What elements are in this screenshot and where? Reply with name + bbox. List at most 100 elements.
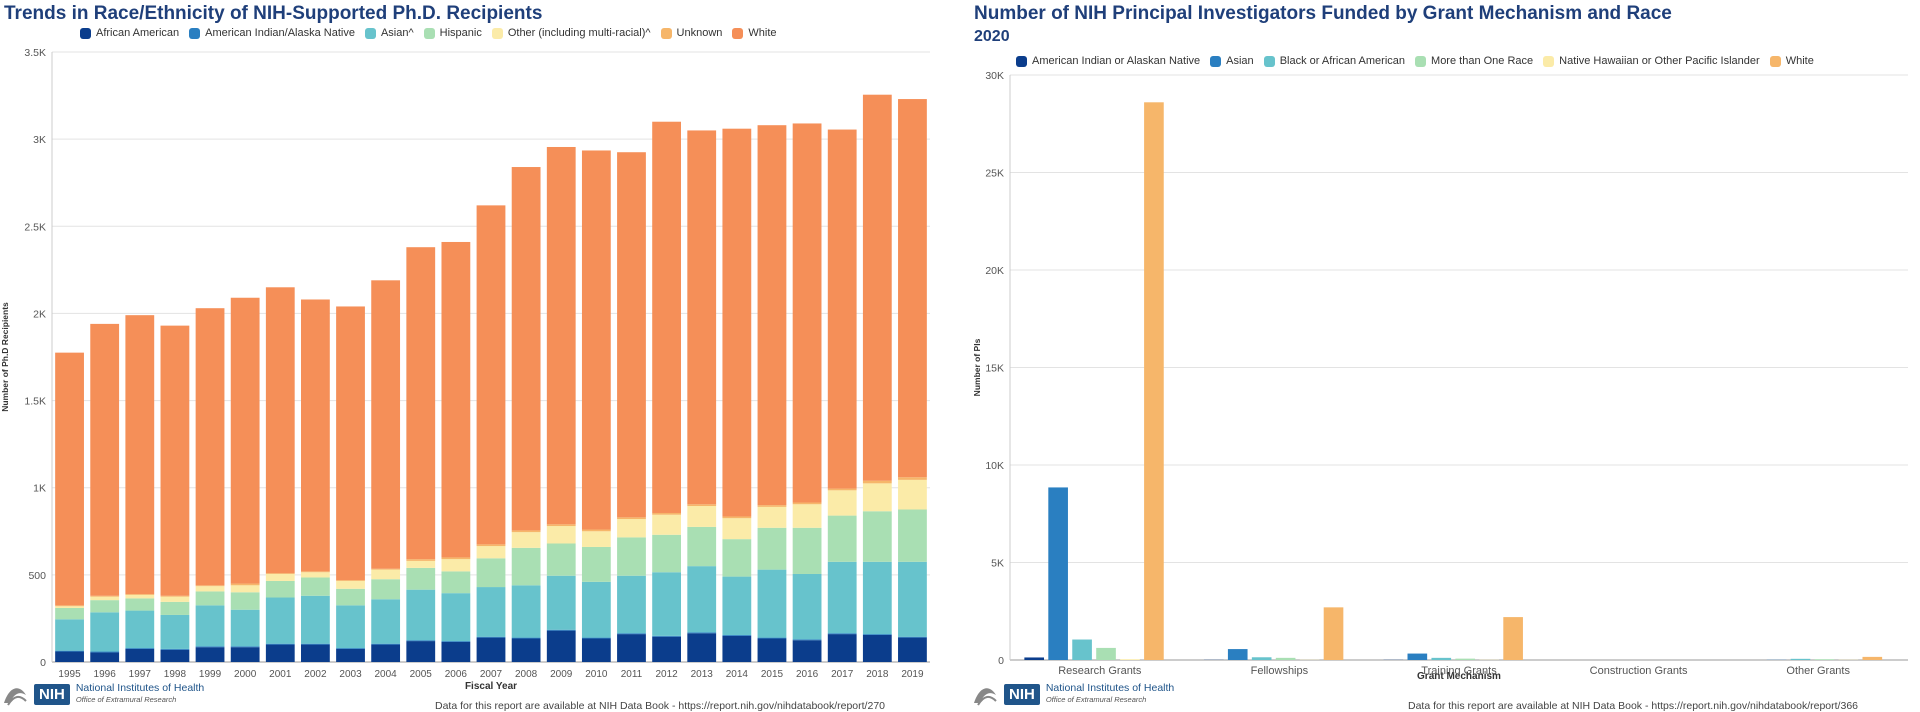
bar-other-including-multi-racial-2013[interactable] xyxy=(687,506,717,527)
bar-other-including-multi-racial-2004[interactable] xyxy=(371,569,401,580)
bar-american-indian-alaska-native-2004[interactable] xyxy=(371,643,401,645)
bar-american-indian-alaska-native-2000[interactable] xyxy=(230,646,260,648)
bar-american-indian-alaska-native-2001[interactable] xyxy=(265,643,295,645)
left-legend-item-unknown[interactable]: Unknown xyxy=(660,27,722,39)
bar-native-hawaiian-or-other-pacific-islander-research-grants[interactable] xyxy=(1120,659,1140,660)
bar-unknown-2016[interactable] xyxy=(792,502,822,505)
bar-african-american-2005[interactable] xyxy=(406,641,436,662)
bar-other-including-multi-racial-2010[interactable] xyxy=(581,531,611,547)
bar-hispanic-1995[interactable] xyxy=(55,607,84,620)
bar-white-2017[interactable] xyxy=(827,129,857,489)
bar-asian-1997[interactable] xyxy=(125,610,155,649)
left-legend-item-hispanic[interactable]: Hispanic xyxy=(423,27,482,39)
bar-white-2005[interactable] xyxy=(406,247,436,560)
bar-white-2004[interactable] xyxy=(371,280,401,569)
bar-unknown-1996[interactable] xyxy=(90,595,120,597)
bar-white-2010[interactable] xyxy=(581,150,611,530)
bar-hispanic-2016[interactable] xyxy=(792,527,822,574)
bar-white-2000[interactable] xyxy=(230,297,260,584)
bar-white-other-grants[interactable] xyxy=(1862,656,1883,660)
bar-asian-2013[interactable] xyxy=(687,566,717,633)
bar-hispanic-2000[interactable] xyxy=(230,592,260,610)
bar-more-than-one-race-other-grants[interactable] xyxy=(1814,659,1835,660)
bar-hispanic-2012[interactable] xyxy=(652,534,681,573)
bar-african-american-2004[interactable] xyxy=(371,644,401,662)
bar-american-indian-alaska-native-2003[interactable] xyxy=(336,648,365,649)
bar-white-1999[interactable] xyxy=(195,308,225,586)
bar-asian-2001[interactable] xyxy=(265,597,295,644)
bar-hispanic-2019[interactable] xyxy=(898,509,927,562)
bar-hispanic-2006[interactable] xyxy=(441,571,471,594)
bar-other-including-multi-racial-1998[interactable] xyxy=(160,596,190,602)
bar-hispanic-2004[interactable] xyxy=(371,579,401,600)
bar-african-american-2001[interactable] xyxy=(265,644,295,662)
bar-hispanic-2009[interactable] xyxy=(546,543,576,576)
bar-american-indian-alaska-native-1999[interactable] xyxy=(195,646,225,648)
bar-african-american-2014[interactable] xyxy=(722,635,752,662)
bar-african-american-2009[interactable] xyxy=(546,630,576,662)
bar-african-american-2000[interactable] xyxy=(230,647,260,662)
bar-more-than-one-race-training-grants[interactable] xyxy=(1455,658,1476,660)
bar-unknown-2015[interactable] xyxy=(757,505,787,507)
bar-asian-2012[interactable] xyxy=(652,572,681,636)
right-legend-item-native-hawaiian-or-other-pacific-islander[interactable]: Native Hawaiian or Other Pacific Islande… xyxy=(1543,55,1760,67)
bar-hispanic-2013[interactable] xyxy=(687,526,717,567)
bar-asian-2008[interactable] xyxy=(511,585,541,638)
left-legend-item-white[interactable]: White xyxy=(732,27,777,39)
bar-unknown-2018[interactable] xyxy=(862,480,892,484)
bar-other-including-multi-racial-1999[interactable] xyxy=(195,586,225,592)
bar-unknown-2012[interactable] xyxy=(652,512,681,515)
bar-white-1997[interactable] xyxy=(125,315,155,595)
bar-white-2012[interactable] xyxy=(652,121,681,513)
bar-white-2013[interactable] xyxy=(687,130,717,505)
bar-other-including-multi-racial-2003[interactable] xyxy=(336,580,365,589)
bar-other-including-multi-racial-1997[interactable] xyxy=(125,594,155,599)
bar-african-american-2003[interactable] xyxy=(336,648,365,662)
bar-african-american-2011[interactable] xyxy=(617,634,646,662)
bar-american-indian-alaska-native-2018[interactable] xyxy=(862,634,892,635)
bar-other-including-multi-racial-2006[interactable] xyxy=(441,559,471,572)
bar-asian-2004[interactable] xyxy=(371,599,401,644)
bar-hispanic-2002[interactable] xyxy=(301,577,330,596)
bar-african-american-2018[interactable] xyxy=(862,634,892,662)
bar-asian-2017[interactable] xyxy=(827,561,857,634)
bar-american-indian-or-alaskan-native-research-grants[interactable] xyxy=(1024,657,1045,660)
bar-american-indian-alaska-native-1995[interactable] xyxy=(55,650,84,652)
bar-black-or-african-american-other-grants[interactable] xyxy=(1790,658,1811,660)
bar-hispanic-2005[interactable] xyxy=(406,567,436,590)
bar-american-indian-alaska-native-2008[interactable] xyxy=(511,637,541,639)
bar-other-including-multi-racial-2005[interactable] xyxy=(406,560,436,568)
bar-african-american-2008[interactable] xyxy=(511,638,541,662)
bar-unknown-1998[interactable] xyxy=(160,595,190,597)
bar-more-than-one-race-research-grants[interactable] xyxy=(1096,647,1116,660)
bar-white-research-grants[interactable] xyxy=(1144,102,1164,661)
bar-hispanic-2010[interactable] xyxy=(581,546,611,582)
bar-asian-2019[interactable] xyxy=(898,561,927,637)
bar-other-including-multi-racial-2002[interactable] xyxy=(301,572,330,578)
bar-unknown-1997[interactable] xyxy=(125,594,155,595)
bar-american-indian-alaska-native-1998[interactable] xyxy=(160,648,190,650)
bar-asian-research-grants[interactable] xyxy=(1048,487,1068,660)
bar-asian-1998[interactable] xyxy=(160,614,190,649)
bar-asian-1995[interactable] xyxy=(55,619,84,651)
right-legend-item-american-indian-or-alaskan-native[interactable]: American Indian or Alaskan Native xyxy=(1016,55,1200,67)
bar-american-indian-alaska-native-2017[interactable] xyxy=(827,633,857,635)
bar-unknown-2004[interactable] xyxy=(371,568,401,570)
bar-african-american-1995[interactable] xyxy=(55,651,84,662)
bar-white-1998[interactable] xyxy=(160,325,190,596)
bar-hispanic-2011[interactable] xyxy=(617,537,646,576)
left-legend-item-african-american[interactable]: African American xyxy=(80,27,179,39)
bar-asian-2005[interactable] xyxy=(406,589,436,641)
left-legend-item-other-including-multi-racial[interactable]: Other (including multi-racial)^ xyxy=(491,27,651,39)
bar-white-1995[interactable] xyxy=(55,352,84,606)
bar-white-2008[interactable] xyxy=(511,167,541,531)
bar-unknown-2001[interactable] xyxy=(265,573,295,574)
bar-white-2015[interactable] xyxy=(757,125,787,506)
bar-asian-1999[interactable] xyxy=(195,605,225,647)
bar-american-indian-alaska-native-2002[interactable] xyxy=(301,643,330,645)
bar-unknown-2011[interactable] xyxy=(617,517,646,520)
bar-african-american-2016[interactable] xyxy=(792,640,822,662)
bar-american-indian-alaska-native-2009[interactable] xyxy=(546,629,576,631)
bar-more-than-one-race-fellowships[interactable] xyxy=(1275,657,1296,660)
bar-other-including-multi-racial-2017[interactable] xyxy=(827,490,857,516)
